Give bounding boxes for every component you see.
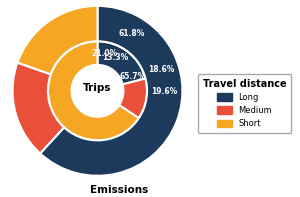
Text: Trips: Trips — [83, 84, 112, 93]
Text: 19.6%: 19.6% — [152, 86, 178, 96]
Wedge shape — [40, 6, 182, 176]
Text: 21.0%: 21.0% — [91, 49, 118, 58]
Text: Emissions: Emissions — [90, 185, 148, 195]
Wedge shape — [17, 6, 98, 74]
Wedge shape — [119, 79, 147, 118]
Wedge shape — [48, 41, 139, 140]
Text: 13.3%: 13.3% — [102, 53, 128, 62]
Wedge shape — [98, 41, 146, 84]
Wedge shape — [13, 63, 64, 153]
Legend: Long, Medium, Short: Long, Medium, Short — [198, 74, 291, 133]
Text: 65.7%: 65.7% — [119, 72, 146, 81]
Text: 18.6%: 18.6% — [148, 65, 174, 73]
Text: 61.8%: 61.8% — [119, 29, 145, 38]
